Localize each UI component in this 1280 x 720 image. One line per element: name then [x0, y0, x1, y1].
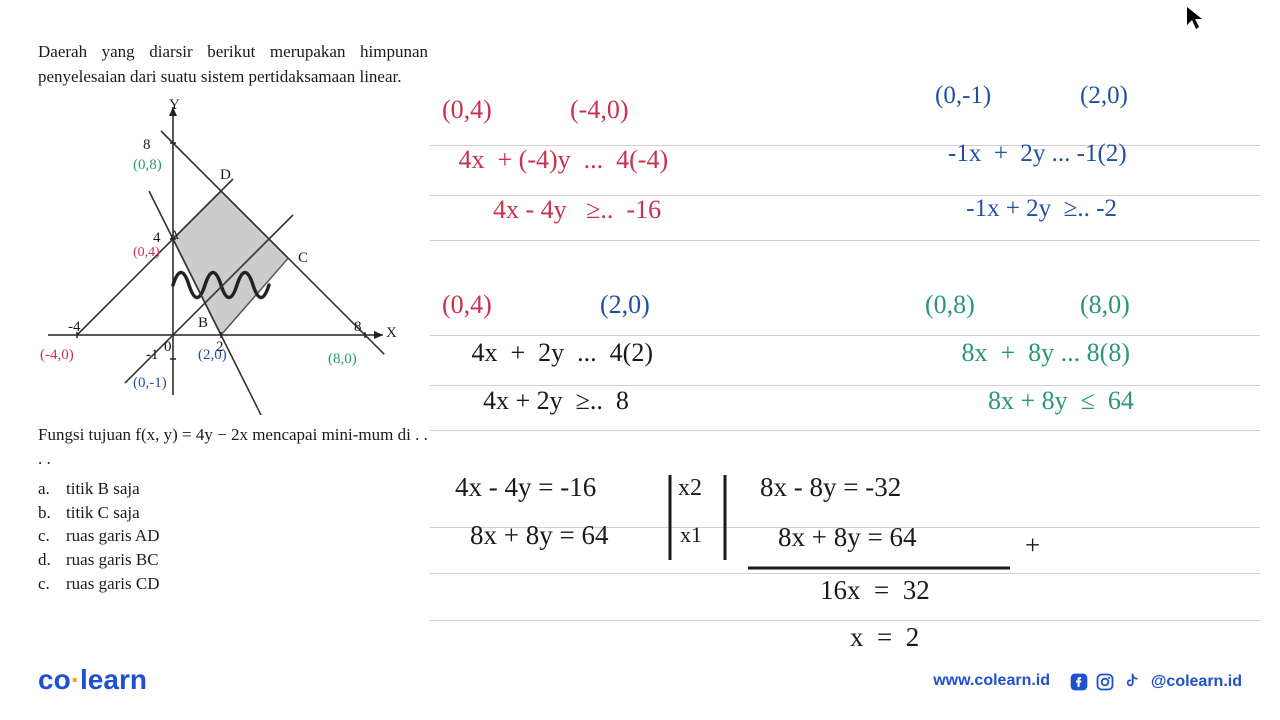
logo-dot-icon: · [71, 664, 80, 695]
brand-logo: co·learn [38, 664, 147, 696]
instagram-icon[interactable] [1095, 672, 1115, 692]
website-link[interactable]: www.colearn.id [933, 672, 1050, 690]
work-strokes [0, 0, 1280, 720]
logo-learn: learn [80, 664, 147, 695]
social-links: @colearn.id [1069, 672, 1242, 692]
logo-co: co [38, 664, 71, 695]
tiktok-icon[interactable] [1121, 672, 1141, 692]
social-handle[interactable]: @colearn.id [1151, 673, 1242, 691]
footer: co·learn www.colearn.id @colearn.id [0, 656, 1280, 696]
facebook-icon[interactable] [1069, 672, 1089, 692]
